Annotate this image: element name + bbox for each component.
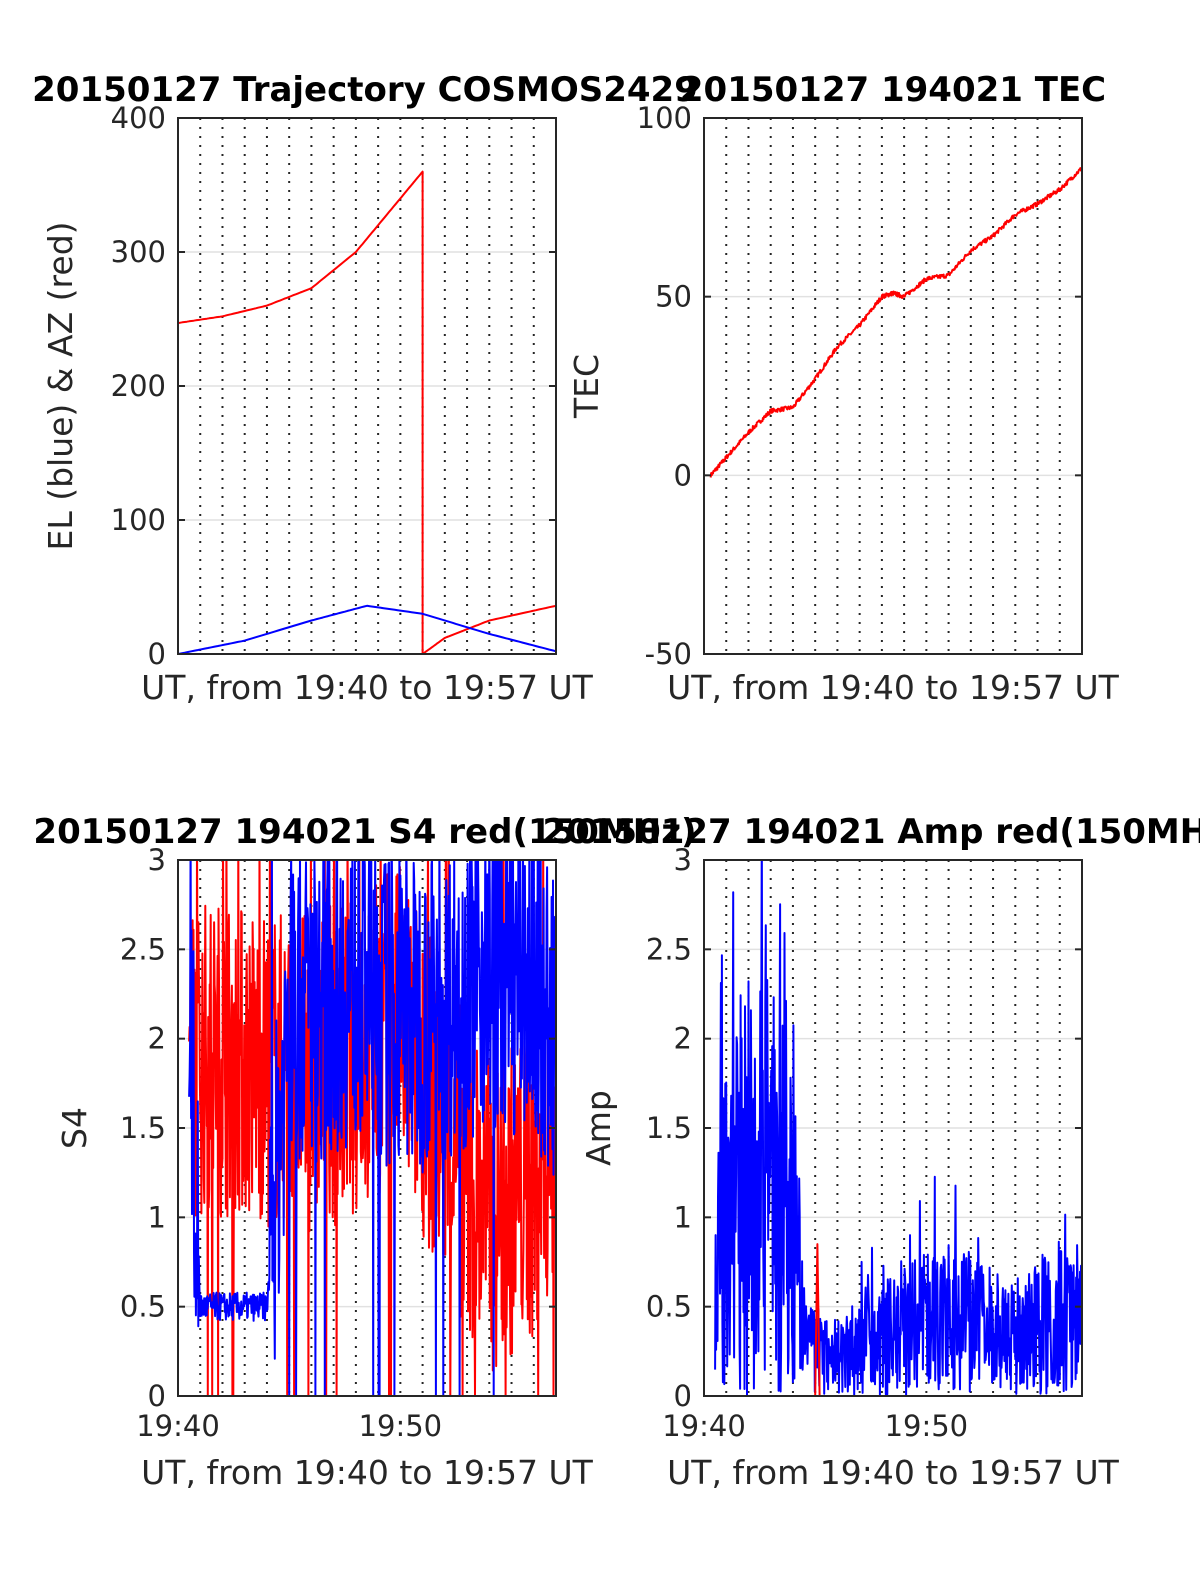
y-tick-label: 1 [148,1200,166,1234]
x-tick-label: 19:50 [885,1409,969,1443]
y-tick-label: 2 [674,1022,692,1056]
x-axis-label: UT, from 19:40 to 19:57 UT [141,668,594,707]
y-tick-label: 200 [111,369,166,403]
y-tick-label: 2.5 [120,932,166,966]
chart-title: 20150127 194021 TEC [680,70,1106,110]
y-tick-label: 0.5 [120,1290,166,1324]
y-tick-label: 100 [111,503,166,537]
y-tick-label: 1 [674,1200,692,1234]
chart-title: 20150127 Trajectory COSMOS2429 [32,70,698,110]
y-tick-label: 0 [674,458,692,492]
series-line-blue [188,860,556,1396]
y-tick-label: 50 [655,280,692,314]
axes-box [703,117,1083,655]
y-tick-label: 2 [148,1022,166,1056]
y-tick-label: 2.5 [646,932,692,966]
series-group [709,167,1082,478]
chart-panel-2: -50 0 50 100 UT, from 19:40 to 19:57 UT TEC 20… [567,70,1120,707]
x-tick-label: 19:40 [662,1409,746,1443]
y-tick-label: 300 [111,235,166,269]
y-tick-label: 3 [148,843,166,877]
x-axis-label: UT, from 19:40 to 19:57 UT [141,1453,594,1492]
y-tick-label: 400 [111,101,166,135]
y-tick-label: 1.5 [120,1111,166,1145]
x-tick-label: 19:40 [136,1409,220,1443]
chart-panel-3: 0 0.5 1 1.5 2 2.5 3 19:40 19:50 UT, from 19:40 to… [33,812,696,1492]
x-tick-label: 19:50 [359,1409,443,1443]
y-axis-label: EL (blue) & AZ (red) [41,221,80,550]
series-group [178,170,556,654]
y-tick-label: 0 [674,1379,692,1413]
series-line-blue [178,604,556,654]
series-group [714,860,1082,1396]
chart-panel-1: 0 100 200 300 400 UT, from 19:40 to 19:57 UT E… [32,70,698,707]
x-axis-label: UT, from 19:40 to 19:57 UT [667,1453,1120,1492]
series-line-red [178,170,556,654]
y-axis-label: Amp [579,1090,618,1166]
series-line-blue [714,860,1082,1396]
y-tick-label: 100 [637,101,692,135]
y-axis-label: TEC [567,354,606,419]
chart-panel-4: 0 0.5 1 1.5 2 2.5 3 19:40 19:50 UT, from 19:40 to… [542,812,1200,1492]
y-tick-label: 0 [148,637,166,671]
chart-title: 20150127 194021 Amp red(150MHz) [542,812,1200,852]
chart-title: 20150127 194021 S4 red(150MHz) [33,812,696,852]
y-tick-label: 0.5 [646,1290,692,1324]
y-axis-label: S4 [55,1107,94,1149]
y-tick-label: 1.5 [646,1111,692,1145]
y-tick-label: 0 [148,1379,166,1413]
y-tick-label: 3 [674,843,692,877]
x-axis-label: UT, from 19:40 to 19:57 UT [667,668,1120,707]
series-group [188,860,556,1396]
series-line-red [709,167,1082,478]
y-tick-label: -50 [645,637,692,671]
